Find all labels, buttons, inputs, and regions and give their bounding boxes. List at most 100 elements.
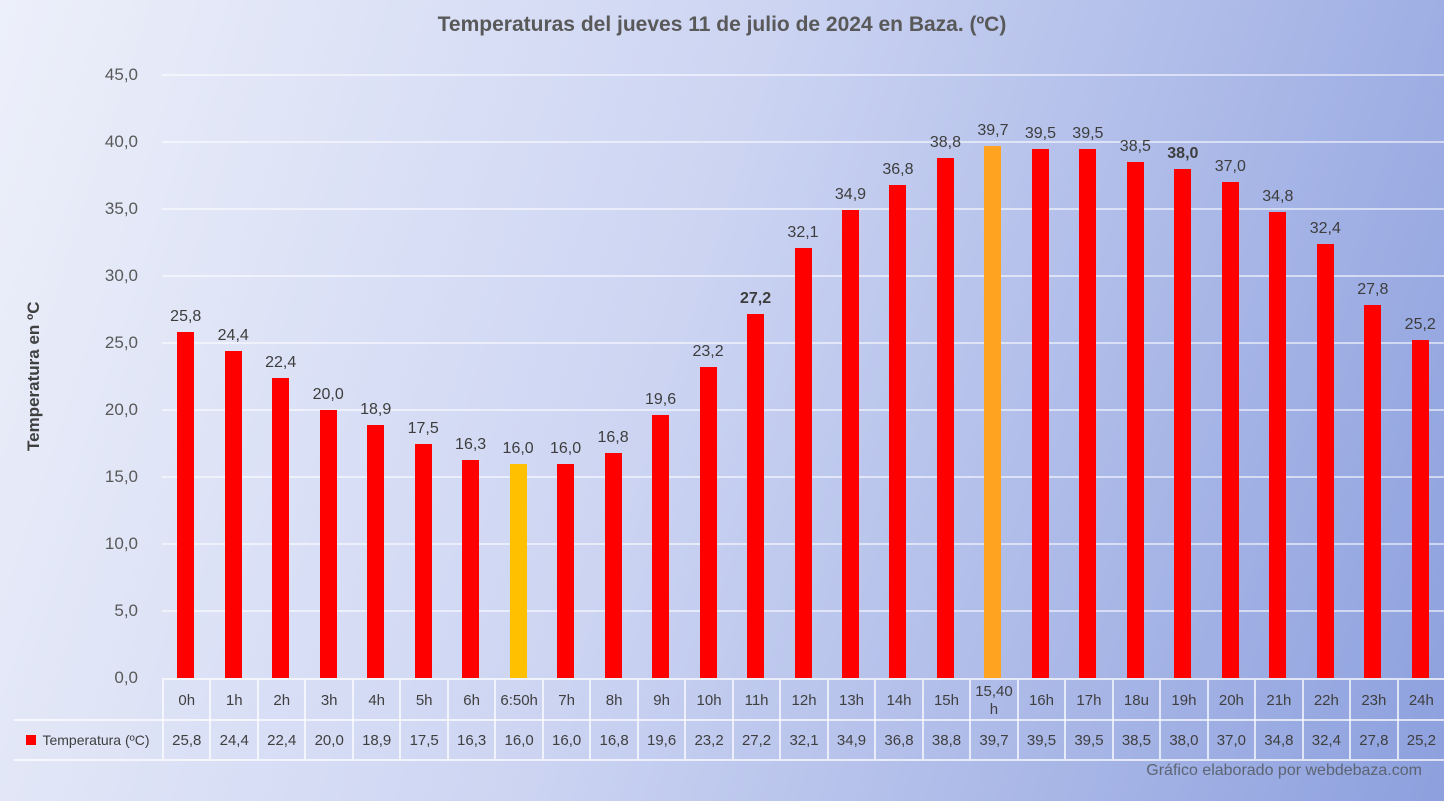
- bar-0h: [177, 332, 195, 678]
- bar-value-label: 37,0: [1214, 158, 1246, 176]
- legend-label: Temperatura (ºC): [42, 732, 150, 748]
- x-axis-label: 14h: [874, 680, 921, 721]
- table-value-cell: 27,8: [1349, 721, 1396, 759]
- table-value-cell: 22,4: [256, 721, 304, 759]
- table-value-cell: 32,1: [779, 721, 826, 759]
- x-axis-label: 21h: [1254, 680, 1301, 721]
- bar-16h: [1031, 148, 1049, 678]
- table-value-cell: 16,3: [446, 721, 494, 759]
- bar-22h: [1316, 243, 1334, 678]
- bar-value-label: 20,0: [312, 386, 344, 403]
- x-axis-label: 10h: [684, 680, 731, 721]
- bar-14h: [889, 184, 907, 678]
- table-value-cell: 36,8: [874, 721, 921, 759]
- bar-19h: [1174, 168, 1192, 678]
- bar-value-label: 16,3: [455, 435, 487, 453]
- x-axis-label: 2h: [256, 680, 304, 721]
- gridline: [162, 141, 1444, 143]
- x-axis-label: 24h: [1396, 680, 1444, 721]
- table-value-cell: 39,7: [969, 721, 1016, 759]
- x-axis-category-row: 0h 1h 2h 3h 4h 5h 6h 6:50h 7h 8h 9h 10h 11h 12h 13h 14h…: [162, 678, 1444, 721]
- x-axis-label: 15,40 h: [969, 680, 1016, 721]
- bar-15h: [936, 158, 954, 678]
- table-value-cell: 32,4: [1301, 721, 1349, 759]
- bar-value-label: 24,4: [217, 327, 249, 345]
- y-tick-label: 45,0: [104, 65, 138, 84]
- x-axis-label: 7h: [541, 680, 589, 721]
- bar-18u: [1126, 162, 1144, 678]
- bar-11h: [747, 313, 765, 678]
- bar-value-label: 25,2: [1404, 316, 1436, 334]
- bar-4h: [367, 424, 385, 678]
- bar-8h: [604, 452, 622, 678]
- plot-area: 25,8 24,4 22,4 20,0 18,9 17,5 16,3 16,0 16,0 16,8…: [162, 74, 1444, 678]
- bar-value-label: 18,9: [360, 400, 392, 418]
- x-axis-label: 6h: [446, 680, 494, 721]
- bar-12h: [794, 247, 812, 678]
- bar-value-label: 32,4: [1309, 219, 1341, 237]
- bar-value-label: 23,2: [692, 343, 724, 361]
- bar-value-label: 34,8: [1262, 187, 1294, 205]
- table-value-cell: 38,8: [921, 721, 969, 759]
- bar-value-label: 16,0: [502, 439, 534, 457]
- table-value-cell: 20,0: [304, 721, 351, 759]
- bar-value-label: 38,0: [1167, 144, 1199, 162]
- x-axis-label: 0h: [162, 680, 209, 721]
- y-tick-label: 15,0: [104, 467, 138, 486]
- data-table-values-row: Temperatura (ºC) 25,8 24,4 22,4 20,0 18,9 17,…: [14, 719, 1444, 761]
- y-tick-label: 20,0: [104, 400, 138, 419]
- table-value-cell: 39,5: [1064, 721, 1111, 759]
- bar-value-label: 16,8: [597, 428, 629, 446]
- table-value-cell: 34,9: [826, 721, 874, 759]
- table-value-cell: 16,0: [541, 721, 589, 759]
- x-axis-label: 23h: [1349, 680, 1396, 721]
- legend-color-swatch: [26, 735, 37, 745]
- x-axis-label: 5h: [399, 680, 446, 721]
- bar-value-label: 25,8: [170, 308, 202, 326]
- bar-value-label: 38,5: [1119, 138, 1151, 156]
- table-value-cell: 24,4: [209, 721, 256, 759]
- table-value-cell: 27,2: [731, 721, 779, 759]
- table-value-cell: 18,9: [351, 721, 399, 759]
- bar-value-label: 39,5: [1072, 124, 1104, 142]
- bar-value-label: 22,4: [265, 353, 297, 371]
- gridline: [162, 74, 1444, 76]
- y-tick-label: 35,0: [104, 199, 138, 218]
- bar-5h: [414, 443, 432, 678]
- bar-value-label: 34,9: [834, 186, 867, 204]
- table-value-cell: 17,5: [399, 721, 446, 759]
- bar-20h: [1221, 182, 1239, 678]
- bar-1h: [224, 351, 242, 678]
- x-axis-label: 3h: [304, 680, 351, 721]
- bar-value-label: 19,6: [644, 391, 677, 409]
- table-value-cell: 16,0: [494, 721, 541, 759]
- y-tick-label: 30,0: [104, 266, 138, 285]
- table-value-cell: 39,5: [1016, 721, 1064, 759]
- x-axis-label: 4h: [351, 680, 399, 721]
- x-axis-label: 6:50h: [494, 680, 541, 721]
- bar-24h: [1411, 340, 1429, 678]
- x-axis-label: 18u: [1111, 680, 1159, 721]
- x-axis-label: 17h: [1064, 680, 1111, 721]
- y-tick-label: 40,0: [104, 132, 138, 151]
- x-axis-label: 13h: [826, 680, 874, 721]
- bar-value-label: 36,8: [882, 160, 914, 178]
- x-axis-label: 19h: [1159, 680, 1206, 721]
- bar-6h: [462, 459, 480, 678]
- bar-17h: [1079, 148, 1097, 678]
- x-axis-label: 20h: [1206, 680, 1254, 721]
- x-axis-label: 11h: [731, 680, 779, 721]
- x-axis-label: 1h: [209, 680, 256, 721]
- y-axis-tick-labels: 45,0 40,0 35,0 30,0 25,0 20,0 15,0 10,0 5,0 0,0: [0, 65, 148, 687]
- y-tick-label: 25,0: [104, 333, 138, 352]
- x-axis-label: 22h: [1301, 680, 1349, 721]
- bar-value-label: 32,1: [787, 223, 819, 241]
- chart-title: Temperaturas del jueves 11 de julio de 2…: [437, 13, 1007, 36]
- bar-value-label: 39,5: [1024, 124, 1056, 142]
- bar-2h: [272, 377, 290, 678]
- gridline: [162, 208, 1444, 210]
- bar-value-label: 27,8: [1357, 281, 1389, 299]
- bar-value-label: 27,2: [739, 289, 772, 307]
- x-axis-label: 8h: [589, 680, 636, 721]
